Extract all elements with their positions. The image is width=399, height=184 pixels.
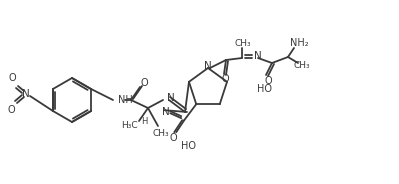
Text: NH: NH (118, 95, 133, 105)
Text: N: N (162, 107, 170, 117)
Text: N: N (204, 61, 212, 71)
Text: O: O (221, 74, 229, 84)
Text: CH₃: CH₃ (235, 40, 251, 49)
Text: CH₃: CH₃ (153, 130, 169, 139)
Text: O: O (264, 76, 272, 86)
Text: N: N (254, 51, 262, 61)
Text: HO: HO (257, 84, 271, 94)
Text: N: N (167, 93, 175, 103)
Text: O: O (8, 73, 16, 83)
Text: O: O (7, 105, 15, 115)
Text: O: O (170, 133, 177, 143)
Text: N: N (22, 89, 30, 99)
Text: HO: HO (181, 141, 196, 151)
Text: O: O (140, 78, 148, 88)
Text: NH₂: NH₂ (290, 38, 308, 48)
Text: CH₃: CH₃ (294, 61, 310, 70)
Text: H₃C: H₃C (121, 121, 138, 130)
Text: H: H (141, 116, 147, 125)
